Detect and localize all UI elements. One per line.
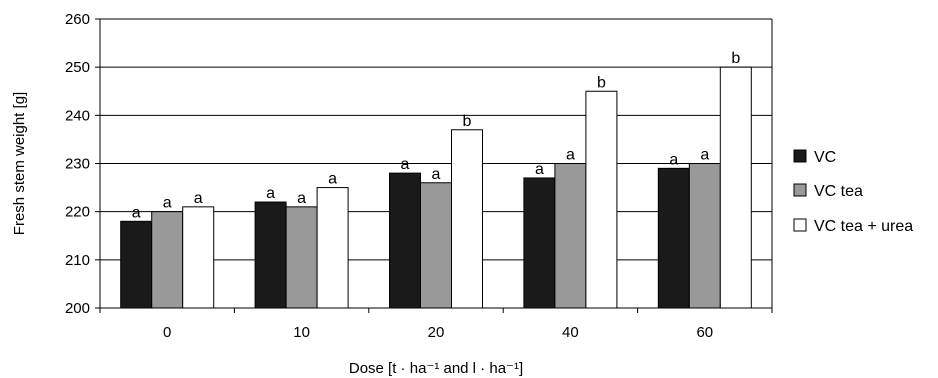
x-tick-label: 10 [293, 324, 310, 341]
significance-labels: a a a a a a a a b a a b a a b [132, 50, 741, 221]
bar-vc-tea-urea [585, 90, 618, 309]
bar-vc-tea [285, 206, 318, 309]
bar-vc [657, 167, 690, 309]
legend: VC VC tea VC tea + urea [793, 149, 913, 235]
x-tick-label: 0 [163, 324, 171, 341]
significance-label: a [163, 195, 172, 212]
x-tick-label: 40 [562, 324, 579, 341]
bar-vc-tea-urea [451, 129, 483, 309]
y-tick-label: 260 [65, 11, 90, 28]
y-tick-label: 240 [65, 107, 90, 124]
bar-vc-tea-urea [182, 206, 215, 309]
bar-vc-tea-urea [316, 187, 349, 309]
significance-label: a [328, 171, 337, 188]
legend-label: VC [814, 149, 836, 166]
significance-label: a [401, 156, 410, 173]
bar-vc [389, 172, 421, 309]
significance-label: b [731, 50, 740, 67]
legend-swatch [793, 149, 807, 163]
bar-vc-tea-urea [719, 66, 752, 309]
significance-label: b [463, 113, 472, 130]
legend-swatch [793, 218, 807, 232]
y-axis-title: Fresh stem weight [g] [11, 92, 28, 235]
y-tick-labels: 200 210 220 230 240 250 260 [65, 11, 90, 317]
y-tick-label: 210 [65, 252, 90, 269]
significance-label: a [535, 161, 544, 178]
x-tick-labels: 0 10 20 40 60 [163, 324, 713, 341]
x-tick-label: 60 [696, 324, 713, 341]
bar-vc-tea [420, 182, 452, 309]
y-tick-label: 250 [65, 59, 90, 76]
y-tick-label: 200 [65, 300, 90, 317]
significance-label: b [597, 74, 606, 91]
bar-vc-tea [554, 163, 587, 309]
bar-vc [120, 220, 153, 309]
y-tick-label: 220 [65, 204, 90, 221]
y-tick-label: 230 [65, 156, 90, 173]
bar-vc [254, 201, 287, 309]
legend-label: VC tea [814, 183, 863, 200]
significance-label: a [700, 147, 709, 164]
bar-vc [523, 177, 556, 309]
x-tick-label: 20 [428, 324, 445, 341]
legend-label: VC tea + urea [814, 218, 913, 235]
significance-label: a [132, 204, 141, 221]
significance-label: a [297, 190, 306, 207]
bars [120, 66, 752, 309]
significance-label: a [194, 190, 203, 207]
significance-label: a [566, 147, 575, 164]
x-axis-title: Dose [t · ha⁻¹ and l · ha⁻¹] [349, 360, 523, 377]
significance-label: a [432, 166, 441, 183]
significance-label: a [669, 151, 678, 168]
legend-swatch [793, 183, 807, 197]
bar-vc-tea [151, 211, 184, 309]
significance-label: a [266, 185, 275, 202]
axes [95, 18, 773, 313]
bar-vc-tea [688, 163, 721, 309]
